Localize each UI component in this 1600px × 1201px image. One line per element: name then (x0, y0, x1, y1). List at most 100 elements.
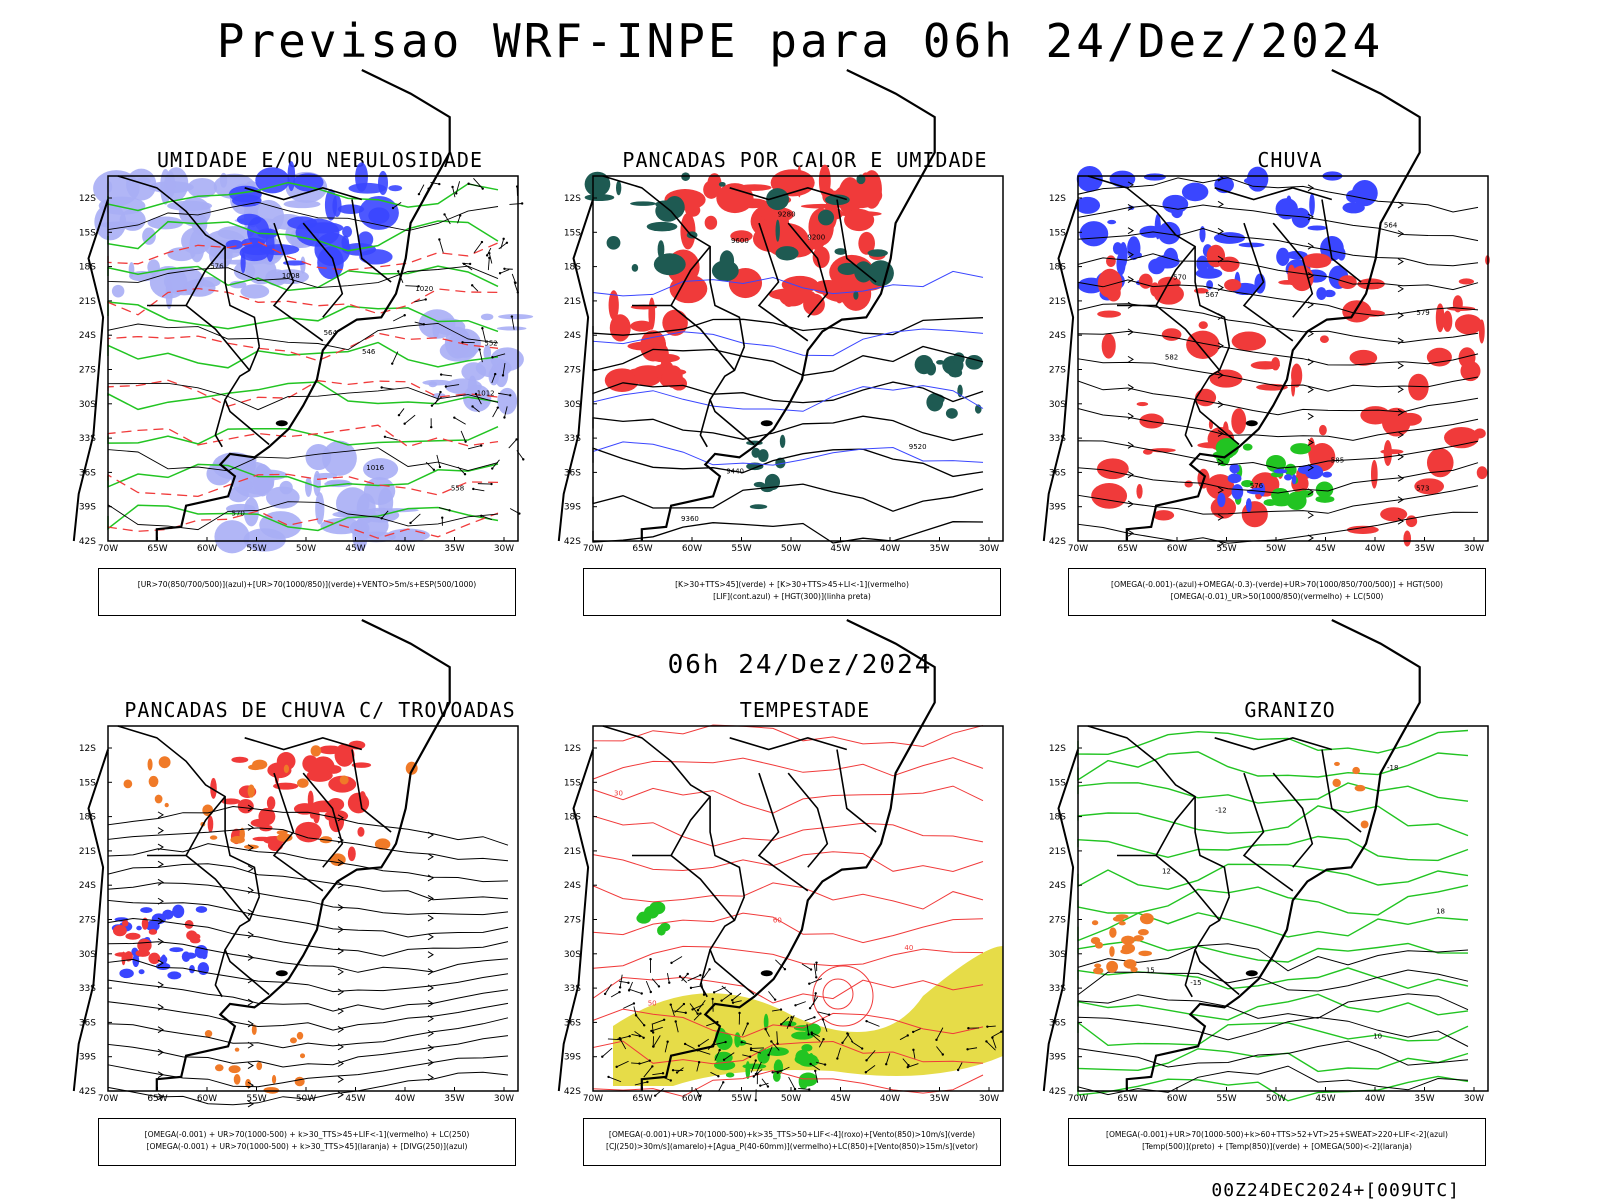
lon-label: 35W (1414, 1094, 1434, 1104)
lat-label: 39S (79, 503, 96, 513)
lon-label: 50W (1266, 1094, 1286, 1104)
legend-tempestade: [OMEGA(-0.001)+UR>70(1000-500)+k>35_TTS>… (583, 1118, 1001, 1166)
wind-vector-head (497, 406, 499, 408)
wind-vector-head (459, 214, 461, 216)
field-patch (1308, 225, 1327, 230)
contour-line (1078, 806, 1468, 836)
lon-label: 55W (1216, 544, 1236, 554)
wind-vector-head (646, 1081, 648, 1083)
field-patch (124, 779, 133, 788)
wind-vector (810, 997, 818, 1009)
contour-label: 9360 (681, 515, 699, 523)
wind-vector (472, 285, 478, 291)
lat-label: 33S (79, 434, 96, 444)
field-patch (297, 1032, 303, 1040)
wind-vector-head (601, 1056, 603, 1058)
wind-vector-head (991, 1036, 993, 1038)
field-patch (757, 1049, 769, 1064)
field-patch (776, 220, 780, 242)
wind-vector-head (461, 341, 463, 343)
field-patch (818, 210, 834, 226)
lon-label: 30W (1464, 1094, 1484, 1104)
wind-vector-head (658, 985, 660, 987)
field-patch (287, 216, 317, 229)
contour-line (108, 505, 498, 530)
field-patch (481, 314, 493, 321)
lat-label: 27S (1049, 916, 1066, 926)
wind-vector (385, 437, 398, 440)
contour-label: 30 (614, 790, 623, 798)
field-patch (248, 784, 255, 797)
wind-vector-head (740, 1041, 742, 1043)
field-patch (640, 330, 666, 361)
field-patch (1320, 335, 1329, 343)
lat-label: 30S (79, 400, 96, 410)
field-patch (149, 776, 159, 787)
field-patch (1075, 197, 1100, 214)
lon-label: 50W (296, 544, 316, 554)
wind-vector-head (670, 1079, 672, 1081)
wind-vector (805, 1017, 815, 1021)
political-border (1156, 856, 1219, 921)
legend-line: [OMEGA(-0.001)+UR>70(1000-500)+k>60+TTS>… (1069, 1129, 1485, 1141)
wind-vector-head (438, 238, 440, 240)
field-patch (494, 362, 508, 387)
field-patch (1138, 929, 1149, 935)
field-patch (295, 1077, 305, 1087)
wind-vector-head (985, 1040, 987, 1042)
lat-label: 42S (564, 537, 581, 547)
wind-vector-head (649, 958, 651, 960)
wind-vector-head (732, 1002, 734, 1004)
lat-label: 27S (564, 366, 581, 376)
wind-vector-head (675, 1020, 677, 1022)
wind-vector-head (503, 416, 505, 418)
wind-vector-head (403, 422, 405, 424)
wind-vector-head (448, 509, 450, 511)
lat-label: 24S (1049, 331, 1066, 341)
contour-line (1078, 752, 1468, 780)
wind-vector (399, 408, 404, 415)
field-patch (1352, 767, 1360, 774)
legend-line: [K>30+TTS>45](verde) + [K>30+TTS>45+LI<-… (584, 579, 1000, 591)
lat-label: 39S (1049, 503, 1066, 513)
wind-vector-head (433, 469, 435, 471)
field-patch (1455, 314, 1482, 334)
field-patch (610, 314, 631, 341)
contour-label: 564 (324, 329, 338, 337)
political-border (700, 950, 710, 997)
wind-vector-head (409, 522, 411, 524)
wind-vector-head (865, 1020, 867, 1022)
streamline-arrow (158, 828, 163, 834)
lat-label: 33S (79, 984, 96, 994)
field-patch (946, 408, 958, 419)
wind-vector-head (443, 213, 445, 215)
field-patch (490, 347, 523, 371)
wind-vector-head (774, 998, 776, 1000)
contour-label: 546 (362, 348, 376, 356)
field-patch (716, 1032, 733, 1050)
lagoa-dos-patos (1246, 420, 1258, 426)
wind-vector-head (440, 373, 442, 375)
streamline-arrow (158, 812, 163, 818)
wind-vector-head (824, 1063, 826, 1065)
field-patch (719, 182, 726, 187)
field-patch (318, 745, 341, 754)
wind-vector-head (764, 1028, 766, 1030)
field-patch (649, 901, 665, 914)
field-patch (705, 216, 718, 230)
contour-label: 9440 (726, 467, 744, 475)
streamline (108, 1002, 508, 1030)
wind-vector-head (912, 1031, 914, 1033)
field-patch (1360, 406, 1390, 424)
wind-vector-head (789, 1024, 791, 1026)
lon-label: 65W (147, 1094, 167, 1104)
contour-label: 9600 (731, 237, 749, 245)
field-patch (836, 297, 842, 304)
field-patch (1274, 469, 1288, 474)
wind-vector-head (942, 1053, 944, 1055)
contour-label: 12 (1162, 867, 1171, 875)
wind-vector-head (666, 1041, 668, 1043)
wind-vector-head (471, 405, 473, 407)
